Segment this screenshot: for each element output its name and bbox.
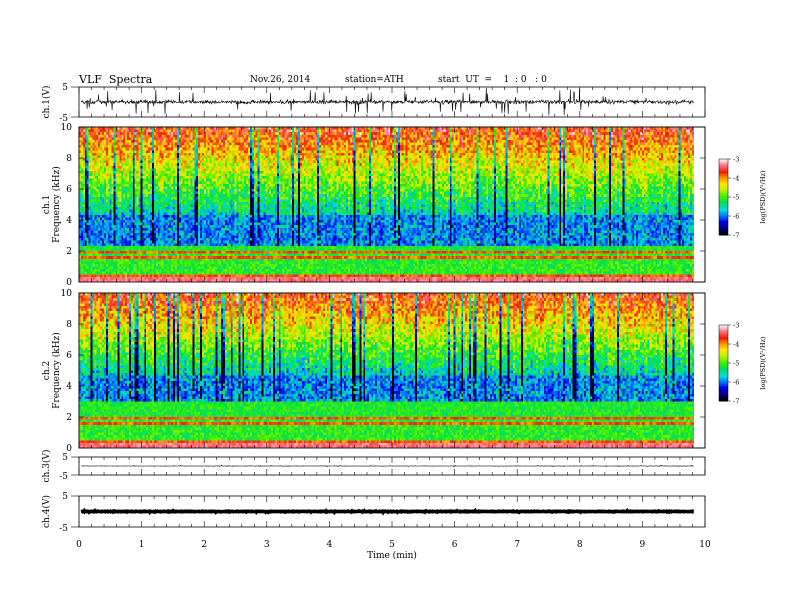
ch2-spectrogram-colorbar-tick--6: -6 xyxy=(733,379,739,387)
ch1-spectrogram-colorbar-tick--7: -7 xyxy=(733,232,739,240)
x-axis-label: Time (min) xyxy=(367,550,417,561)
ch1-waveform-ytick-bottom: -5 xyxy=(59,114,68,124)
ch2-spectrogram-colorbar-tick--4: -4 xyxy=(733,341,739,349)
ch3-waveform-panel: 5 -5 ch.3(V) xyxy=(41,450,706,483)
ch2-spectrogram-ytick-4: 4 xyxy=(66,382,72,392)
ch2-spectrogram-colorbar xyxy=(719,325,728,402)
x-tick-label-6: 6 xyxy=(452,540,458,550)
date-label: Nov.26, 2014 xyxy=(250,75,310,85)
ch1-spectrogram-colorbar-label: log(PSD)(V²/Hz) xyxy=(759,170,767,223)
ch1-spectrogram-ytick-2: 2 xyxy=(66,247,72,257)
ch2-spectrogram-colorbar-tick--5: -5 xyxy=(733,360,739,368)
ch3-waveform-ytick-bottom: -5 xyxy=(59,472,68,482)
ch1-spectrogram-colorbar xyxy=(719,159,728,236)
ch2-spectrogram-ytick-6: 6 xyxy=(66,351,72,361)
ch4-waveform-ylabel: ch.4(V) xyxy=(41,495,52,528)
x-tick-label-2: 2 xyxy=(201,540,207,550)
ch3-waveform-ytick-top: 5 xyxy=(62,453,68,463)
ch1-spectrogram-colorbar-tick--4: -4 xyxy=(733,175,739,183)
ch1-spectrogram-panel: 10 8 6 4 2 0 ch.1 Frequency (kHz) -3 -4 -5 -6 -7 log(… xyxy=(42,123,767,288)
ch2-spectrogram-panel: 10 8 6 4 2 0 ch.2 Frequency (kHz) -3 -4 -5 -6 -7 log(… xyxy=(42,289,767,454)
ch1-waveform-ytick-top: 5 xyxy=(62,83,68,93)
ch2-spectrogram-x-ticks xyxy=(78,293,706,448)
ch4-waveform-panel: 5 -5 ch.4(V) xyxy=(41,492,706,534)
x-tick-label-0: 0 xyxy=(76,540,82,550)
ch2-spectrogram-colorbar-label: log(PSD)(V²/Hz) xyxy=(759,336,767,389)
figure-title: VLF Spectra xyxy=(79,73,152,86)
x-tick-label-5: 5 xyxy=(389,540,395,550)
station-label: station=ATH xyxy=(345,75,404,85)
ch2-spectrogram-cells xyxy=(79,293,695,449)
x-tick-label-7: 7 xyxy=(514,540,520,550)
ch1-spectrogram-colorbar-tick--6: -6 xyxy=(733,213,739,221)
x-tick-label-4: 4 xyxy=(327,540,333,550)
ch1-spectrogram-channel-label: ch.1 xyxy=(42,195,52,214)
ch1-spectrogram-ytick-10: 10 xyxy=(61,123,73,133)
ch1-spectrogram-ytick-4: 4 xyxy=(66,216,72,226)
ch4-waveform-x-ticks xyxy=(78,496,706,527)
ch2-spectrogram-ytick-8: 8 xyxy=(66,320,72,330)
ch1-waveform-ylabel: ch.1(V) xyxy=(41,86,52,119)
ch2-spectrogram-channel-label: ch.2 xyxy=(42,361,52,380)
ch1-spectrogram-ytick-6: 6 xyxy=(66,185,72,195)
ch2-spectrogram-colorbar-tick--7: -7 xyxy=(733,398,739,406)
ch2-spectrogram-colorbar-tick--3: -3 xyxy=(733,322,739,330)
ch1-spectrogram-cells xyxy=(79,127,695,283)
ch2-spectrogram-ytick-0: 0 xyxy=(66,444,72,454)
ch1-spectrogram-colorbar-tick--5: -5 xyxy=(733,194,739,202)
ch1-waveform-x-ticks xyxy=(78,87,706,117)
ch4-waveform-trace xyxy=(80,507,695,516)
x-tick-label-10: 10 xyxy=(699,540,711,550)
x-tick-label-1: 1 xyxy=(139,540,145,550)
start-time-label: start UT = 1 : 0 : 0 xyxy=(438,75,547,85)
ch3-waveform-x-ticks xyxy=(78,457,706,475)
ch4-waveform-ytick-top: 5 xyxy=(62,492,68,502)
ch2-spectrogram-ytick-2: 2 xyxy=(66,413,72,423)
ch1-spectrogram-ytick-8: 8 xyxy=(66,154,72,164)
ch1-waveform-panel: 5 -5 ch.1(V) xyxy=(41,83,706,124)
ch3-waveform-ylabel: ch.3(V) xyxy=(41,450,52,483)
ch1-spectrogram-ytick-0: 0 xyxy=(66,278,72,288)
ch1-spectrogram-ylabel: Frequency (kHz) xyxy=(51,166,62,243)
x-tick-label-8: 8 xyxy=(577,540,583,550)
x-tick-label-3: 3 xyxy=(264,540,270,550)
x-tick-label-9: 9 xyxy=(640,540,646,550)
ch1-spectrogram-colorbar-tick--3: -3 xyxy=(733,156,739,164)
ch1-spectrogram-x-ticks xyxy=(78,127,706,282)
ch2-spectrogram-ylabel: Frequency (kHz) xyxy=(51,332,62,409)
ch4-waveform-ytick-bottom: -5 xyxy=(59,524,68,534)
ch2-spectrogram-ytick-10: 10 xyxy=(61,289,73,299)
ch3-waveform-trace xyxy=(80,464,694,468)
ch1-waveform-trace xyxy=(80,87,694,116)
